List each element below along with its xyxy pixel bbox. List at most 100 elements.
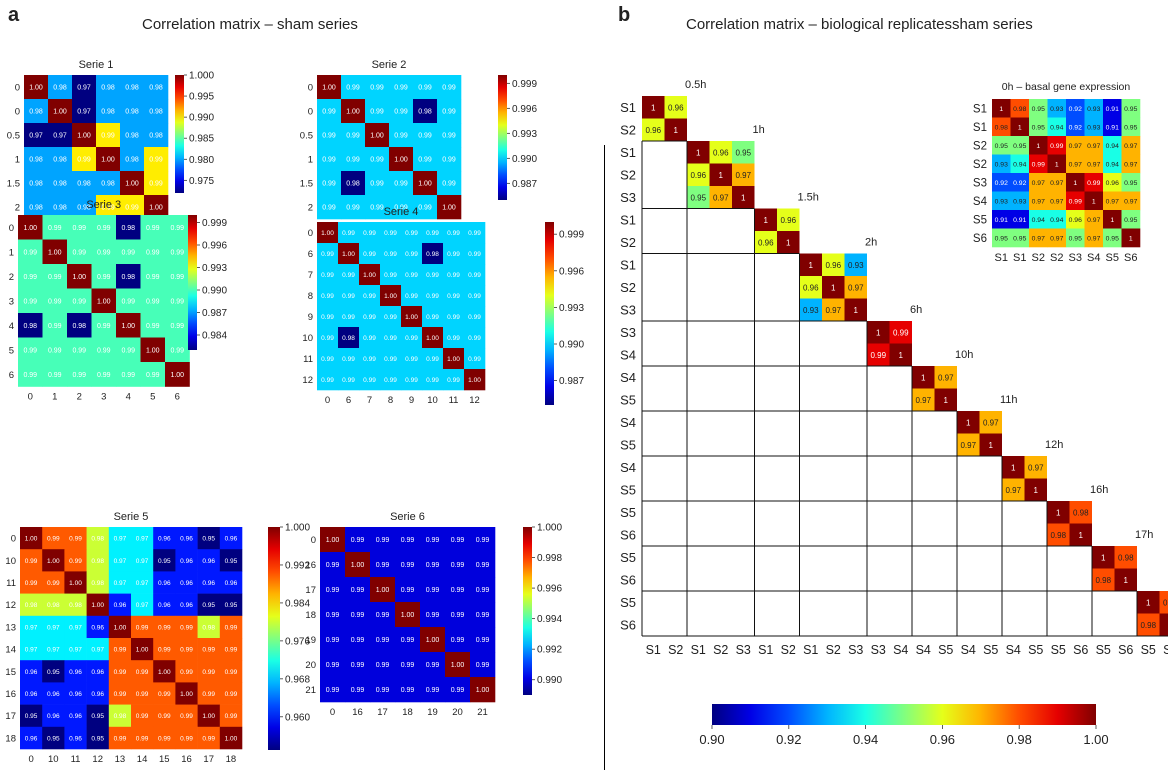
column-label: S6 [1118, 643, 1133, 657]
inset-cell [1047, 99, 1067, 118]
heatmap-cell [86, 726, 110, 750]
time-point-label: 2h [865, 237, 877, 249]
heatmap-cell [219, 571, 243, 594]
heatmap-cell [338, 369, 360, 391]
heatmap-cell [338, 306, 360, 328]
cell-value: 0.99 [351, 537, 365, 544]
heatmap-cell [175, 660, 198, 683]
cell-value: 0.96 [47, 691, 60, 698]
heatmap-cell [380, 327, 402, 349]
heatmap-cell [401, 327, 423, 349]
cell-value: 0.99 [136, 691, 149, 698]
inset-cell [1047, 210, 1067, 229]
heatmap-cell [345, 552, 371, 578]
heatmap-cell [359, 369, 381, 391]
heatmap-cell [86, 527, 110, 550]
cell-value: 0.99 [468, 293, 481, 300]
cell-value: 0.97 [136, 558, 149, 565]
cell-value: 0.99 [180, 647, 193, 654]
row-tick-label: 1 [15, 155, 20, 166]
heatmap-cell [470, 652, 496, 678]
heatmap-cell [219, 726, 243, 750]
heatmap-cell [153, 682, 176, 705]
heatmap-cell [219, 527, 243, 550]
inset-cell [1047, 136, 1067, 155]
heatmap-cell [370, 602, 396, 628]
cell-value: 0.99 [376, 612, 390, 619]
heatmap-cell [359, 264, 381, 286]
inset-cell-value: 0.94 [1106, 143, 1119, 150]
cell-value: 0.99 [121, 298, 135, 305]
block-cell-value: 1 [719, 171, 724, 180]
cell-value: 0.99 [158, 624, 171, 631]
cell-value: 0.98 [91, 558, 104, 565]
heatmap-cell [422, 264, 444, 286]
cell-value: 0.98 [101, 181, 115, 188]
cell-value: 0.99 [326, 637, 340, 644]
heatmap-cell [131, 704, 154, 728]
heatmap-cell [464, 243, 486, 265]
heatmap-cell [20, 660, 43, 683]
row-tick-label: 17 [305, 585, 316, 596]
time-point-label: 6h [910, 304, 922, 316]
heatmap-cell [470, 552, 496, 578]
cell-value: 0.99 [370, 85, 384, 92]
cell-value: 0.99 [405, 356, 418, 363]
cell-value: 0.99 [426, 587, 440, 594]
inset-cell-value: 0.95 [995, 143, 1008, 150]
cell-value: 0.99 [401, 562, 415, 569]
inset-cell [1084, 136, 1104, 155]
inset-cell [1103, 99, 1122, 118]
row-label: S6 [620, 617, 636, 632]
heatmap-cell [470, 577, 496, 603]
cell-value: 1.00 [342, 251, 355, 258]
cell-value: 0.96 [225, 580, 238, 587]
colorbar-tick-label: 0.960 [285, 712, 310, 723]
inset-cell-value: 0.95 [1032, 106, 1045, 113]
inset-row-label: S5 [973, 214, 987, 226]
block-cell [687, 141, 710, 164]
block-cell [867, 321, 890, 344]
cell-value: 1.00 [346, 109, 360, 116]
colorbar [268, 527, 280, 750]
block-cell [934, 388, 957, 411]
cell-value: 0.98 [29, 109, 43, 116]
column-label: S5 [938, 643, 953, 657]
inset-cell [1103, 191, 1122, 211]
row-tick-label: 11 [303, 354, 313, 365]
col-tick-label: 11 [449, 395, 459, 406]
inset-cell-value: 1 [1129, 235, 1133, 242]
block-cell [957, 411, 980, 434]
cell-value: 0.98 [101, 109, 115, 116]
cell-value: 1.00 [91, 602, 104, 609]
heatmap-cell [72, 147, 97, 172]
inset-cell [1029, 191, 1048, 211]
cell-value: 0.98 [53, 85, 67, 92]
column-label: S1 [758, 643, 773, 657]
cell-value: 0.99 [376, 687, 390, 694]
cell-value: 1.00 [376, 587, 390, 594]
cell-value: 0.99 [146, 323, 160, 330]
block-cell-value: 1 [764, 216, 769, 225]
block-cell [912, 366, 935, 389]
block-cell [889, 321, 912, 344]
cell-value: 0.99 [101, 133, 115, 140]
heatmap-cell [437, 99, 462, 124]
heatmap-cell [345, 577, 371, 603]
heatmap-cell [42, 726, 65, 750]
block-cell [754, 208, 777, 231]
column-label: S5 [1096, 643, 1111, 657]
heatmap-cell [48, 75, 73, 100]
heatmap-cell [131, 571, 154, 594]
inset-cell-value: 0.97 [1106, 198, 1119, 205]
cell-value: 0.99 [426, 314, 439, 321]
heatmap-cell [42, 362, 68, 387]
cell-value: 0.99 [447, 293, 460, 300]
row-tick-label: 17 [5, 711, 16, 722]
block-cell-value: 0.97 [825, 306, 841, 315]
row-label: S5 [620, 482, 636, 497]
inset-cell-value: 0.97 [1032, 198, 1045, 205]
block-cell-value: 0.97 [983, 418, 999, 427]
inset-cell [1121, 99, 1141, 118]
cell-value: 0.99 [342, 314, 355, 321]
